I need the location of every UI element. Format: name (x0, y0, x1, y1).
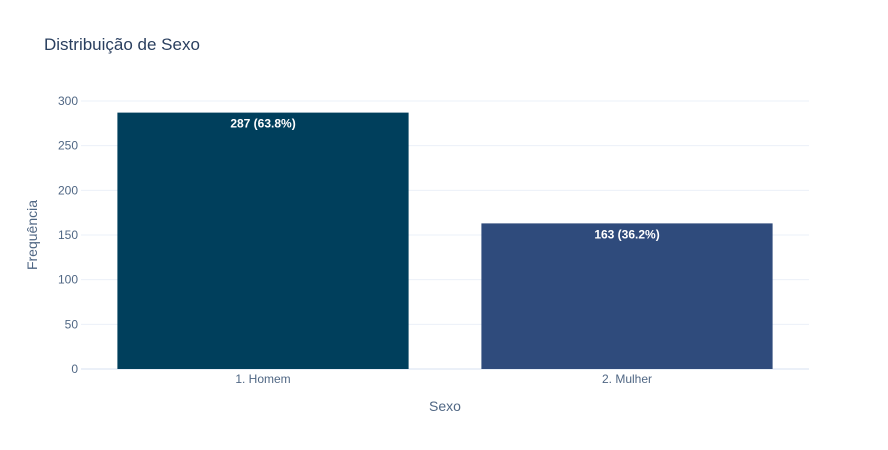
y-axis-title: Frequência (24, 200, 40, 270)
x-axis-ticks: 1. Homem 2. Mulher (235, 372, 652, 386)
x-tick-label: 1. Homem (235, 372, 290, 386)
y-tick-label: 150 (58, 228, 78, 242)
x-tick-label: 2. Mulher (602, 372, 652, 386)
bar (117, 112, 409, 369)
y-axis-ticks: 0 50 100 150 200 250 300 (58, 94, 78, 376)
bar (481, 223, 773, 369)
y-tick-label: 250 (58, 139, 78, 153)
chart-title: Distribuição de Sexo (44, 35, 200, 54)
bar-data-label: 287 (63.8%) (230, 117, 295, 131)
bars: 287 (63.8%) 163 (36.2%) (117, 112, 773, 369)
bar-data-label: 163 (36.2%) (594, 227, 659, 241)
x-axis-title: Sexo (429, 398, 461, 414)
y-tick-label: 50 (65, 317, 79, 331)
y-tick-label: 100 (58, 273, 78, 287)
y-tick-label: 300 (58, 94, 78, 108)
y-tick-label: 200 (58, 183, 78, 197)
y-tick-label: 0 (71, 362, 78, 376)
